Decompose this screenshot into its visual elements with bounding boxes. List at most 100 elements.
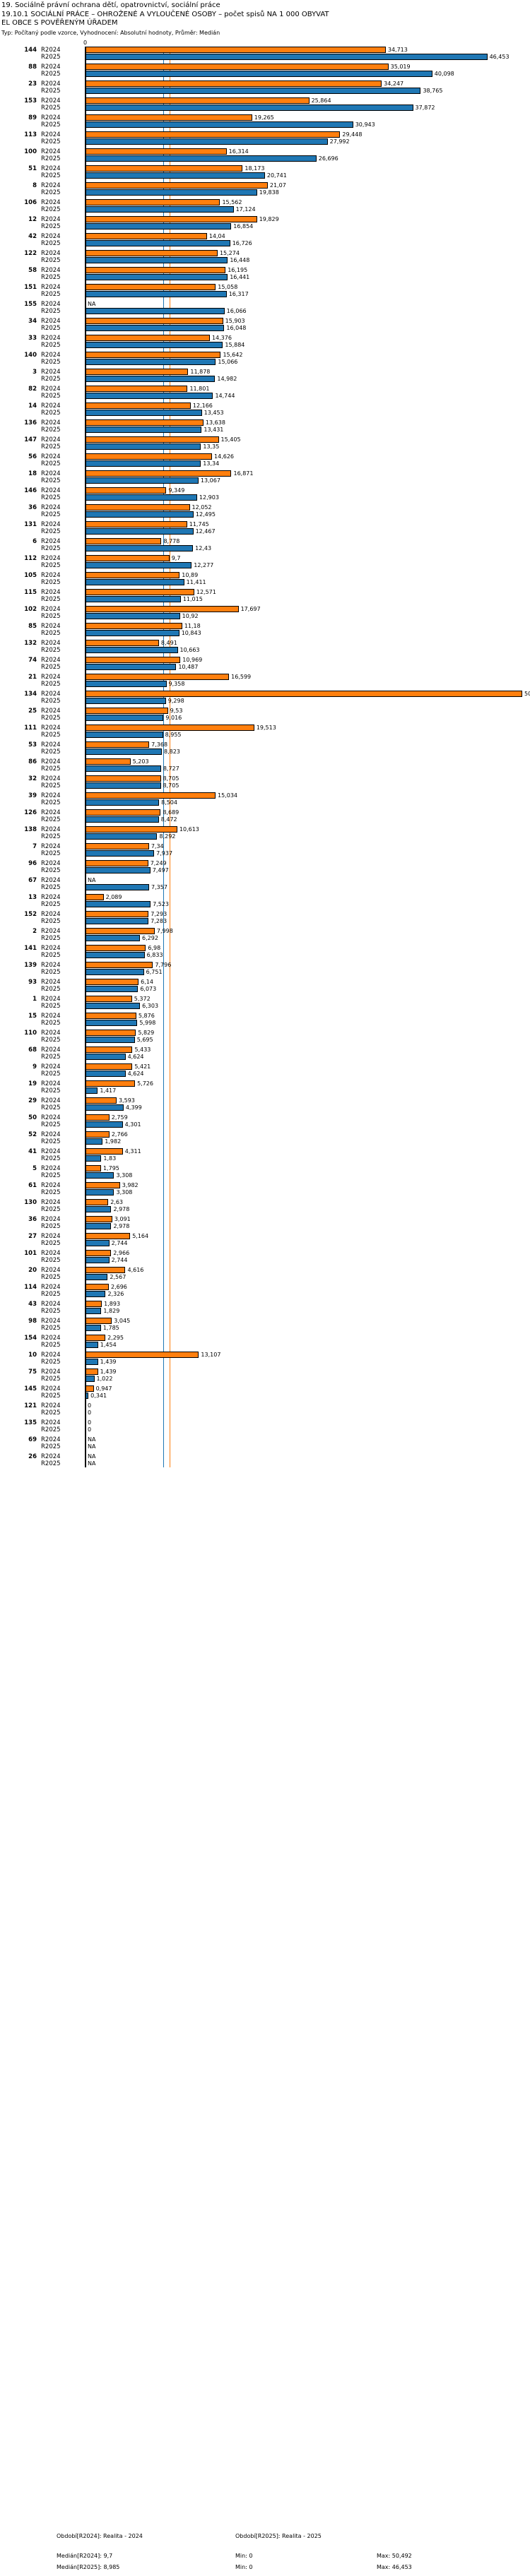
bar-r2024[interactable]: [86, 674, 230, 680]
bar-r2025[interactable]: [86, 1172, 114, 1179]
bar-r2025[interactable]: [86, 715, 164, 721]
bar-r2024[interactable]: [86, 1318, 112, 1324]
bar-r2024[interactable]: [86, 775, 161, 782]
bar-r2024[interactable]: [86, 1013, 136, 1019]
bar-r2025[interactable]: [86, 1071, 126, 1077]
bar-r2024[interactable]: [86, 826, 177, 833]
bar-r2024[interactable]: [86, 386, 188, 392]
bar-r2025[interactable]: [86, 240, 230, 246]
bar-r2025[interactable]: [86, 410, 202, 416]
bar-r2025[interactable]: [86, 1376, 95, 1382]
bar-r2025[interactable]: [86, 613, 180, 619]
bar-r2025[interactable]: [86, 155, 317, 162]
bar-r2025[interactable]: [86, 1087, 98, 1094]
bar-r2024[interactable]: [86, 606, 239, 612]
bar-r2024[interactable]: [86, 962, 153, 968]
bar-r2025[interactable]: [86, 1291, 106, 1297]
bar-r2024[interactable]: [86, 521, 187, 527]
bar-r2024[interactable]: [86, 1233, 131, 1239]
bar-r2025[interactable]: [86, 71, 432, 77]
bar-r2024[interactable]: [86, 47, 386, 53]
bar-r2025[interactable]: [86, 698, 166, 704]
bar-r2025[interactable]: [86, 1308, 102, 1314]
bar-r2024[interactable]: [86, 1063, 133, 1070]
bar-r2025[interactable]: [86, 1155, 102, 1162]
bar-r2024[interactable]: [86, 284, 216, 290]
bar-r2025[interactable]: [86, 833, 158, 840]
bar-r2024[interactable]: [86, 979, 139, 985]
bar-r2025[interactable]: [86, 1189, 114, 1195]
bar-r2024[interactable]: [86, 1301, 102, 1307]
bar-r2024[interactable]: [86, 657, 181, 663]
bar-r2024[interactable]: [86, 487, 167, 494]
bar-r2024[interactable]: [86, 758, 131, 765]
bar-r2025[interactable]: [86, 1206, 112, 1212]
bar-r2024[interactable]: [86, 97, 310, 104]
bar-r2024[interactable]: [86, 1046, 133, 1053]
bar-r2025[interactable]: [86, 799, 160, 806]
bar-r2025[interactable]: [86, 257, 228, 263]
bar-r2025[interactable]: [86, 1223, 112, 1229]
bar-r2024[interactable]: [86, 894, 104, 900]
bar-r2025[interactable]: [86, 1257, 110, 1263]
bar-r2024[interactable]: [86, 453, 213, 460]
bar-r2025[interactable]: [86, 782, 161, 789]
bar-r2025[interactable]: [86, 1393, 89, 1399]
bar-r2024[interactable]: [86, 402, 191, 409]
bar-r2025[interactable]: [86, 901, 151, 907]
bar-r2025[interactable]: [86, 291, 227, 297]
bar-r2025[interactable]: [86, 359, 216, 365]
bar-r2025[interactable]: [86, 1104, 124, 1111]
bar-r2025[interactable]: [86, 732, 163, 738]
bar-r2025[interactable]: [86, 172, 265, 179]
bar-r2025[interactable]: [86, 1020, 138, 1026]
bar-r2025[interactable]: [86, 969, 144, 975]
bar-r2024[interactable]: [86, 1165, 101, 1171]
bar-r2024[interactable]: [86, 250, 218, 256]
bar-r2025[interactable]: [86, 884, 150, 890]
bar-r2025[interactable]: [86, 325, 225, 331]
bar-r2024[interactable]: [86, 1284, 109, 1290]
bar-r2024[interactable]: [86, 419, 204, 426]
bar-r2024[interactable]: [86, 1267, 126, 1273]
bar-r2025[interactable]: [86, 850, 155, 857]
bar-r2025[interactable]: [86, 460, 201, 467]
bar-r2025[interactable]: [86, 274, 228, 280]
bar-r2024[interactable]: [86, 1114, 110, 1121]
bar-r2024[interactable]: [86, 1216, 112, 1222]
bar-r2025[interactable]: [86, 1054, 126, 1060]
bar-r2024[interactable]: [86, 182, 268, 189]
bar-r2025[interactable]: [86, 765, 161, 772]
bar-r2024[interactable]: [86, 1199, 109, 1205]
bar-r2024[interactable]: [86, 1030, 136, 1036]
bar-r2024[interactable]: [86, 623, 182, 629]
bar-r2025[interactable]: [86, 342, 223, 348]
bar-r2024[interactable]: [86, 792, 216, 799]
bar-r2024[interactable]: [86, 555, 170, 561]
bar-r2025[interactable]: [86, 121, 353, 128]
bar-r2025[interactable]: [86, 749, 162, 755]
bar-r2024[interactable]: [86, 1250, 112, 1256]
bar-r2025[interactable]: [86, 1037, 135, 1043]
bar-r2025[interactable]: [86, 1138, 103, 1145]
bar-r2025[interactable]: [86, 562, 192, 568]
bar-r2024[interactable]: [86, 1352, 199, 1358]
bar-r2025[interactable]: [86, 1003, 141, 1009]
bar-r2025[interactable]: [86, 376, 216, 382]
bar-r2024[interactable]: [86, 504, 190, 511]
bar-r2024[interactable]: [86, 148, 227, 155]
bar-r2024[interactable]: [86, 538, 162, 544]
bar-r2025[interactable]: [86, 816, 159, 823]
bar-r2024[interactable]: [86, 267, 226, 273]
bar-r2024[interactable]: [86, 1148, 123, 1155]
bar-r2024[interactable]: [86, 335, 210, 341]
bar-r2025[interactable]: [86, 1325, 101, 1331]
bar-r2024[interactable]: [86, 80, 382, 87]
bar-r2025[interactable]: [86, 647, 178, 653]
bar-r2025[interactable]: [86, 223, 232, 229]
bar-r2024[interactable]: [86, 233, 207, 239]
bar-r2024[interactable]: [86, 843, 149, 849]
bar-r2025[interactable]: [86, 1342, 98, 1348]
bar-r2024[interactable]: [86, 470, 232, 477]
bar-r2024[interactable]: [86, 860, 148, 866]
